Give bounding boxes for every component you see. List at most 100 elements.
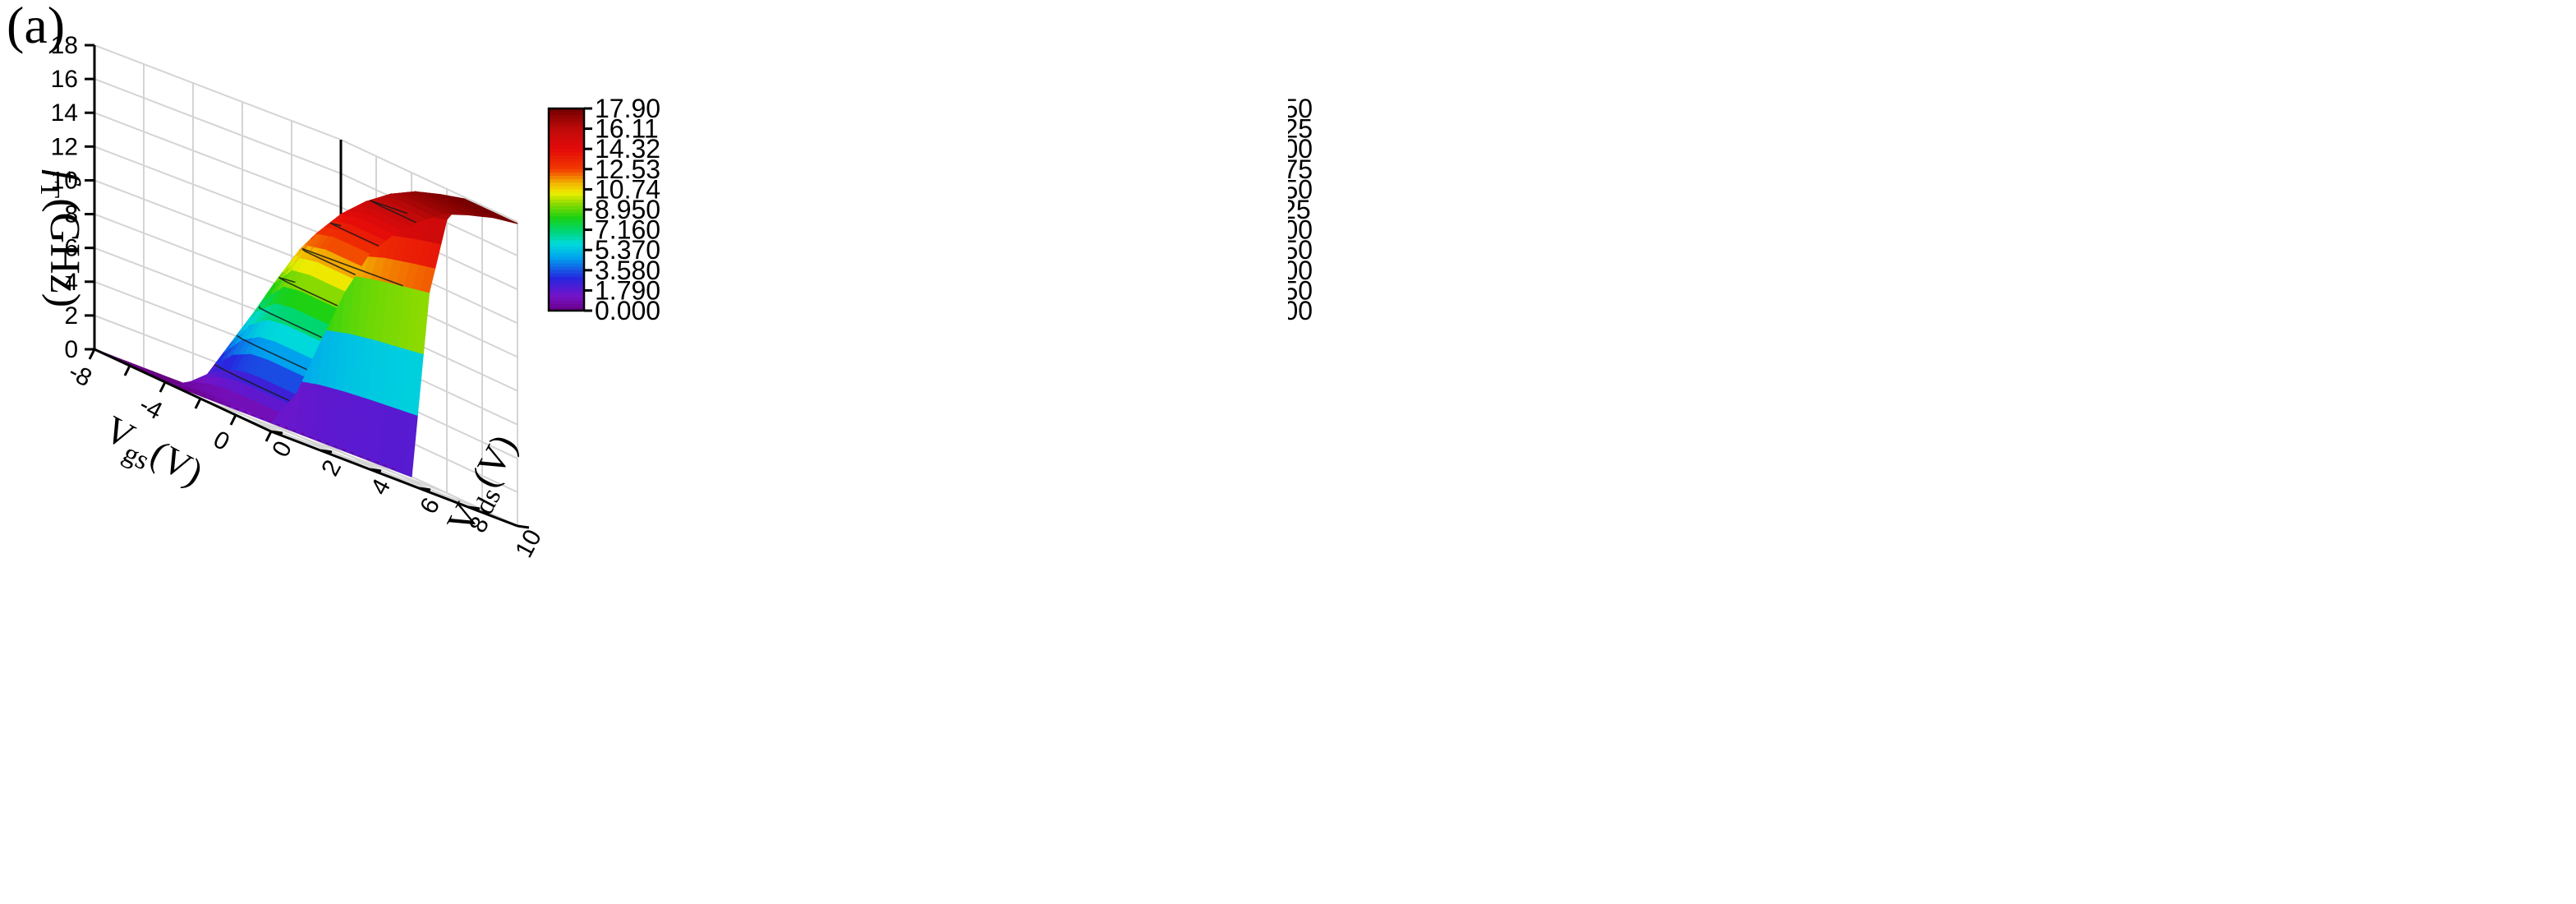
- z-tick-label: 16: [51, 66, 78, 93]
- colorbar-tick-label: 1.790: [595, 275, 660, 305]
- colorbar-segment: [549, 253, 584, 258]
- contour-line: [301, 247, 403, 287]
- colorbar-segment: [549, 176, 584, 180]
- colorbar-b: 22.5020.2518.0015.7513.5011.259.0006.750…: [1288, 94, 1313, 325]
- colorbar-segment: [549, 142, 584, 146]
- y-tick-label: 10: [510, 525, 547, 562]
- x-tick: [194, 398, 202, 409]
- z-tick-label: 8: [64, 201, 78, 228]
- colorbar-segment: [549, 263, 584, 268]
- colorbar-segment: [549, 138, 584, 143]
- colorbar-tick-label: 10.74: [595, 174, 660, 204]
- z-gridline: [94, 78, 518, 257]
- colorbar-tick-label: 0.000: [1288, 296, 1313, 325]
- colorbar-segment: [549, 236, 584, 241]
- colorbar-tick-label: 11.25: [1288, 195, 1311, 224]
- y-tick: [467, 505, 481, 510]
- y-tick: [517, 524, 530, 529]
- contour-line: [236, 334, 307, 371]
- surface-a: [94, 191, 518, 477]
- colorbar-a: 17.9016.1114.3212.5310.748.9507.1605.370…: [547, 94, 660, 325]
- y-tick: [270, 430, 283, 435]
- z-tick-label: 2: [64, 302, 78, 330]
- colorbar-segment: [549, 152, 584, 157]
- colorbar-segment: [549, 199, 584, 204]
- colorbar-segment: [549, 260, 584, 265]
- colorbar-segment: [549, 233, 584, 238]
- colorbar-segment: [549, 189, 584, 194]
- contour-line: [258, 306, 323, 339]
- z-tick-label: 4: [64, 269, 78, 296]
- x-axis-line: [94, 348, 272, 433]
- colorbar-segment: [549, 125, 584, 130]
- colorbar-segment: [549, 226, 584, 231]
- colorbar-segment: [549, 219, 584, 224]
- colorbar-segment: [549, 118, 584, 123]
- colorbar-segment: [549, 186, 584, 191]
- colorbar-tick-label: 4.500: [1288, 256, 1313, 285]
- colorbar-tick-label: 22.50: [1288, 94, 1313, 123]
- colorbar-segment: [549, 135, 584, 140]
- colorbar-segment: [549, 266, 584, 271]
- z-tick-label: 18: [51, 32, 78, 59]
- colorbar-segment: [549, 243, 584, 247]
- colorbar-segment: [549, 229, 584, 234]
- contour-line: [370, 200, 417, 224]
- colorbar-segment: [549, 159, 584, 164]
- colorbar-segment: [549, 122, 584, 127]
- colorbar-segment: [549, 162, 584, 167]
- colorbar-segment: [549, 128, 584, 133]
- z-axis-title-sub: T: [34, 181, 65, 198]
- z-tick-label: 10: [51, 167, 78, 194]
- z-axis-title: fT(GHz): [34, 169, 88, 307]
- colorbar-segment: [549, 303, 584, 308]
- x-tick: [229, 414, 237, 426]
- colorbar-tick-label: 14.32: [595, 134, 660, 164]
- x-axis-title-unit: (V): [144, 432, 209, 494]
- colorbar-tick-label: 3.580: [595, 256, 660, 285]
- y-axis-title: Vds(V): [439, 427, 532, 543]
- y-tick: [418, 487, 431, 491]
- colorbar-segment: [549, 290, 584, 295]
- colorbar-segment: [549, 202, 584, 207]
- x-tick: [264, 431, 273, 442]
- colorbar-tick-label: 18.00: [1288, 134, 1313, 164]
- z-axis-title-unit: (GHz): [41, 198, 88, 307]
- panel-label: (a): [7, 0, 65, 54]
- colorbar-tick-label: 13.50: [1288, 174, 1313, 204]
- z-tick-label: 0: [64, 336, 78, 363]
- colorbar-tick-label: 17.90: [595, 94, 660, 123]
- colorbar-segment: [549, 247, 584, 251]
- chart-panel-b: 0246810121416182022-8-400246810Vgs(V)Vds…: [1288, 0, 2576, 904]
- surface-plot-b: 0246810121416182022-8-400246810Vgs(V)Vds…: [1288, 94, 1313, 325]
- colorbar-segment: [549, 165, 584, 170]
- colorbar-tick-label: 16.11: [595, 114, 659, 144]
- colorbar-tick-label: 9.000: [1288, 215, 1313, 245]
- colorbar-segment: [549, 172, 584, 177]
- x-tick-label: -8: [64, 358, 96, 393]
- colorbar-segment: [549, 280, 584, 284]
- colorbar-segment: [549, 287, 584, 292]
- colorbar-segment: [549, 155, 584, 160]
- colorbar-segment: [549, 213, 584, 217]
- colorbar-segment: [549, 168, 584, 173]
- colorbar-segment: [549, 205, 584, 210]
- colorbar-segment: [549, 239, 584, 244]
- colorbar-tick-label: 0.000: [595, 296, 660, 325]
- z-gridline: [94, 44, 518, 223]
- colorbar-segment: [549, 297, 584, 302]
- contour-line: [214, 364, 290, 402]
- colorbar-segment: [549, 293, 584, 298]
- colorbar-tick-label: 15.75: [1288, 155, 1313, 184]
- colorbar-segment: [549, 277, 584, 281]
- colorbar-segment: [549, 131, 584, 136]
- colorbar-segment: [549, 223, 584, 228]
- colorbar-segment: [549, 250, 584, 255]
- x-tick: [88, 348, 96, 360]
- colorbar-segment: [549, 256, 584, 261]
- colorbar-segment: [549, 307, 584, 311]
- colorbar-segment: [549, 145, 584, 150]
- colorbar-segment: [549, 115, 584, 120]
- x-tick: [159, 381, 167, 393]
